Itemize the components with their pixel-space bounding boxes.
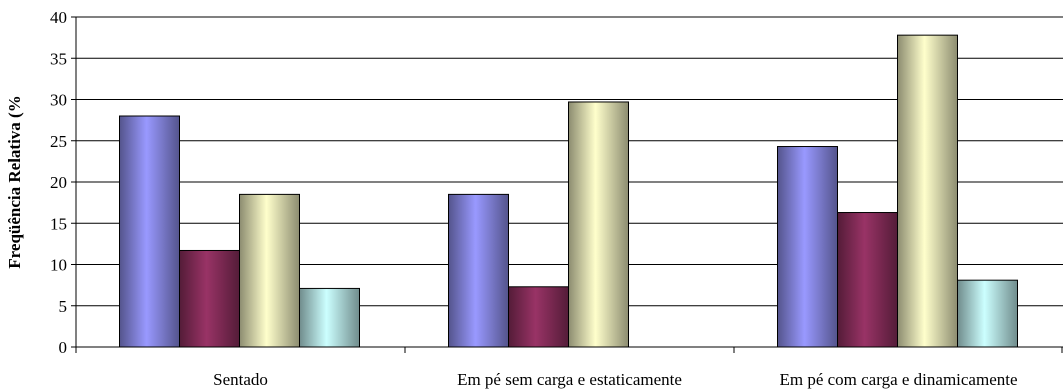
bar (838, 213, 898, 347)
bar (569, 102, 629, 347)
category-label: Em pé sem carga e estaticamente (457, 370, 682, 389)
y-axis-ticks: 0 5 10 15 20 25 30 35 40 (50, 8, 76, 357)
bar (449, 194, 509, 347)
bar (898, 35, 958, 347)
y-tick-label: 25 (50, 132, 67, 151)
y-tick-label: 5 (59, 297, 68, 316)
y-tick-label: 20 (50, 173, 67, 192)
bar (240, 194, 300, 347)
y-tick-label: 35 (50, 49, 67, 68)
y-tick-label: 40 (50, 8, 67, 27)
bar (180, 250, 240, 347)
category-labels: Sentado Em pé sem carga e estaticamente Em… (213, 370, 1017, 389)
y-tick-label: 15 (50, 214, 67, 233)
bar (120, 116, 180, 347)
y-tick-label: 30 (50, 91, 67, 110)
y-tick-label: 0 (59, 338, 68, 357)
y-tick-label: 10 (50, 256, 67, 275)
bars (120, 35, 1018, 347)
bar (300, 288, 360, 347)
x-axis (76, 347, 1063, 353)
bar (958, 280, 1018, 347)
category-label: Em pé com carga e dinamicamente (779, 370, 1017, 389)
bar (509, 287, 569, 347)
category-label: Sentado (213, 370, 268, 389)
bar (778, 147, 838, 347)
y-axis-label: Freqüência Relativa (% (5, 95, 24, 268)
